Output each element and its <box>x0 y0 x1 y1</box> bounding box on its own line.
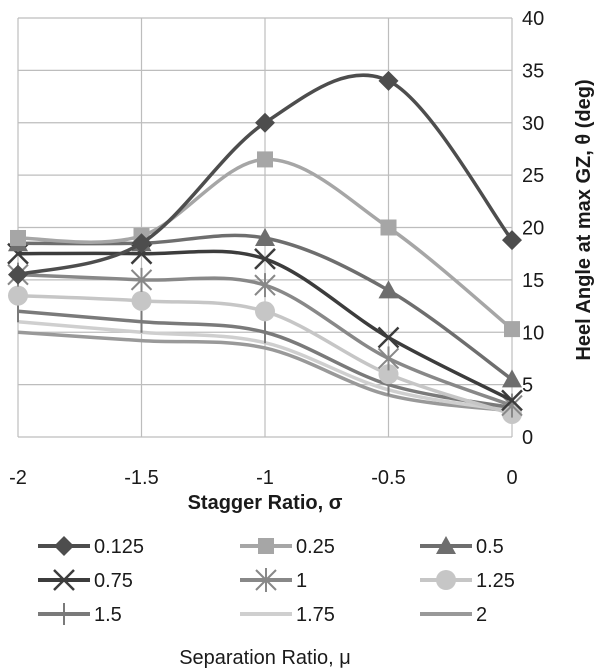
legend-item: 1 <box>240 568 307 592</box>
marker-star <box>254 273 276 298</box>
marker-x <box>501 389 523 412</box>
legend-title: Separation Ratio, μ <box>179 647 351 669</box>
marker-circle <box>255 301 275 322</box>
marker-diamond <box>502 230 522 251</box>
grid <box>17 17 513 438</box>
marker-x-stroke <box>501 389 523 412</box>
x-tick-label: -1 <box>256 467 274 489</box>
y-tick-label: 0 <box>522 427 533 449</box>
legend-label: 1.75 <box>296 604 335 626</box>
marker-diamond <box>255 112 275 133</box>
marker-x-stroke <box>254 248 276 270</box>
legend-item: 1.25 <box>420 570 515 592</box>
y-axis-label: Heel Angle at max GZ, θ (deg) <box>573 79 595 360</box>
y-tick-label: 20 <box>522 218 544 240</box>
legend-label: 0.25 <box>296 536 335 558</box>
marker-triangle <box>255 227 275 246</box>
marker-diamond <box>54 536 74 556</box>
marker-x <box>53 569 75 591</box>
marker-square <box>258 538 274 554</box>
tick-labels: 0 5 10 15 20 25 30 35 40 -2 -1.5 -1 -0.5 0 <box>9 8 544 489</box>
marker-triangle <box>502 369 522 388</box>
marker-star <box>377 346 400 371</box>
series-line <box>17 330 513 413</box>
marker-square <box>380 219 397 236</box>
y-tick-label: 35 <box>522 60 544 82</box>
y-tick-label: 25 <box>522 165 544 187</box>
legend-item: 2 <box>420 604 487 626</box>
legend: 0.125 0.25 0.5 0.75 1 1.25 1.5 1.75 2 <box>38 536 515 626</box>
x-tick-label: -0.5 <box>371 467 405 489</box>
marker-circle <box>378 364 399 385</box>
x-axis-label: Stagger Ratio, σ <box>188 492 343 514</box>
series-lines <box>7 70 523 424</box>
series-1 <box>7 262 523 418</box>
marker-square <box>257 151 273 168</box>
legend-label: 1 <box>296 570 307 592</box>
series-2 <box>17 330 513 413</box>
marker-circle <box>8 285 28 306</box>
legend-label: 0.125 <box>94 536 144 558</box>
series-0_125 <box>8 70 522 285</box>
x-tick-label: -2 <box>9 467 27 489</box>
marker-x-stroke <box>53 569 75 591</box>
legend-label: 1.5 <box>94 604 122 626</box>
marker-star <box>255 568 277 592</box>
legend-item: 0.25 <box>240 536 335 558</box>
legend-label: 2 <box>476 604 487 626</box>
legend-item: 0.75 <box>38 569 133 592</box>
legend-label: 1.25 <box>476 570 515 592</box>
legend-label: 0.75 <box>94 570 133 592</box>
marker-star <box>130 267 153 292</box>
marker-x <box>377 326 400 349</box>
legend-item: 1.5 <box>38 603 122 626</box>
y-tick-label: 40 <box>522 8 544 30</box>
y-tick-label: 5 <box>522 375 533 397</box>
marker-triangle <box>436 536 456 554</box>
legend-item: 0.125 <box>38 536 144 558</box>
marker-square <box>504 321 520 338</box>
legend-item: 1.75 <box>240 604 335 626</box>
marker-triangle <box>378 280 399 299</box>
y-tick-label: 15 <box>522 270 544 292</box>
series-1_25 <box>8 285 522 424</box>
legend-label: 0.5 <box>476 536 504 558</box>
marker-x <box>254 248 276 270</box>
y-tick-label: 10 <box>522 322 544 344</box>
y-tick-label: 30 <box>522 113 544 135</box>
marker-square <box>10 229 26 246</box>
legend-item: 0.5 <box>420 536 504 558</box>
x-tick-label: 0 <box>506 467 517 489</box>
marker-diamond <box>8 264 28 285</box>
marker-x-stroke <box>377 326 400 349</box>
marker-circle <box>436 570 456 590</box>
x-tick-label: -1.5 <box>124 467 158 489</box>
marker-circle <box>131 290 152 311</box>
marker-diamond <box>131 233 152 254</box>
marker-diamond <box>378 70 399 91</box>
